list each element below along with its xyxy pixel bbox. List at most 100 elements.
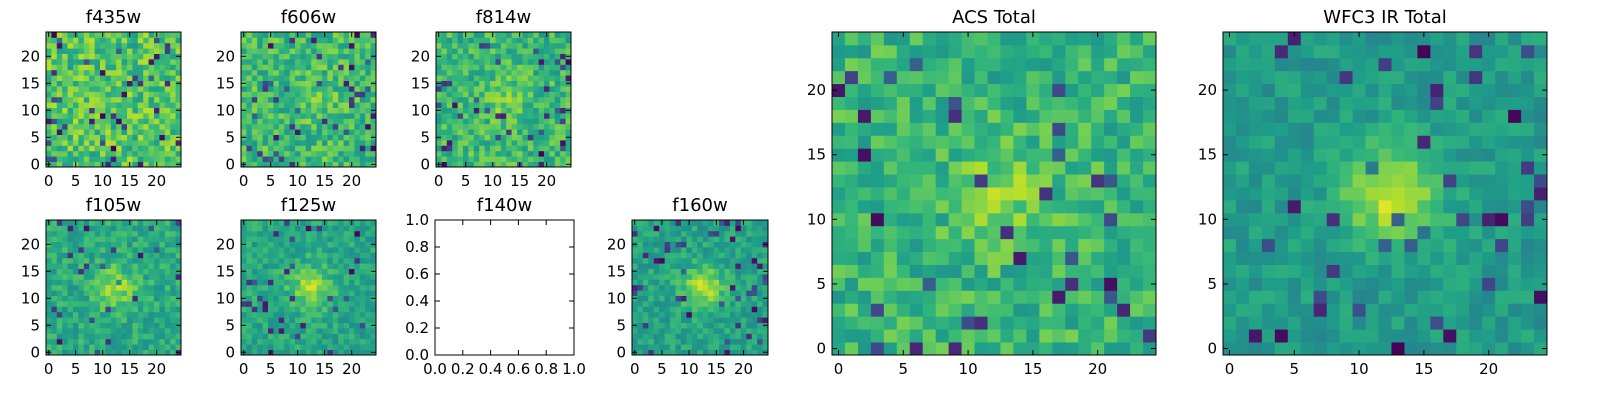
heatmap-cell xyxy=(495,96,502,103)
heatmap-cell xyxy=(137,279,144,286)
heatmap-cell xyxy=(844,251,859,265)
heatmap-cell xyxy=(935,316,950,330)
heatmap-cell xyxy=(316,75,323,81)
heatmap-cell xyxy=(713,306,720,313)
heatmap-cell xyxy=(642,295,649,302)
heatmap-cell xyxy=(354,145,361,152)
heatmap-cell xyxy=(370,333,377,340)
heatmap-cell xyxy=(148,311,155,318)
x-tick-label: 10 xyxy=(680,360,699,378)
heatmap-cell xyxy=(922,32,937,46)
heatmap-cell xyxy=(935,122,950,136)
heatmap-cell xyxy=(289,230,296,237)
heatmap-cell xyxy=(241,123,247,130)
heatmap-cell xyxy=(463,107,469,114)
heatmap-cell xyxy=(441,123,448,130)
heatmap-cell xyxy=(284,317,290,323)
heatmap-cell xyxy=(724,301,731,307)
heatmap-cell xyxy=(170,328,176,334)
heatmap-cell xyxy=(175,230,182,237)
heatmap-cell xyxy=(1339,199,1353,214)
heatmap-cell xyxy=(311,220,317,226)
heatmap-cell xyxy=(365,247,371,253)
heatmap-cell xyxy=(1078,187,1092,201)
heatmap-cell xyxy=(1378,264,1392,278)
heatmap-cell xyxy=(1313,96,1328,110)
heatmap-cell xyxy=(148,69,155,76)
heatmap-cell xyxy=(110,290,117,296)
heatmap-cell xyxy=(468,123,475,130)
heatmap-cell xyxy=(127,96,133,103)
heatmap-cell xyxy=(170,311,176,318)
heatmap-cell xyxy=(268,123,274,130)
heatmap-cell xyxy=(241,284,247,291)
heatmap-cell xyxy=(659,306,666,313)
heatmap-cell xyxy=(1143,329,1157,343)
heatmap-cell xyxy=(544,113,550,119)
heatmap-cell xyxy=(110,252,117,259)
heatmap-cell xyxy=(159,161,166,168)
heatmap-cell xyxy=(322,53,328,60)
heatmap-cell xyxy=(246,102,253,108)
heatmap-cell xyxy=(83,236,90,242)
heatmap-cell xyxy=(974,277,988,291)
heatmap-cell xyxy=(648,274,655,280)
heatmap-cell xyxy=(349,64,355,71)
heatmap-cell xyxy=(110,96,117,103)
heatmap-cell xyxy=(832,174,846,188)
heatmap-cell xyxy=(751,333,758,340)
heatmap-cell xyxy=(452,140,458,146)
heatmap-cell xyxy=(62,118,68,125)
heatmap-cell xyxy=(441,80,448,87)
heatmap-cell xyxy=(757,333,763,340)
heatmap-cell xyxy=(691,230,698,237)
heatmap-cell xyxy=(311,263,317,269)
heatmap-cell xyxy=(154,150,160,157)
heatmap-cell xyxy=(1143,316,1157,330)
heatmap-cell xyxy=(83,295,90,302)
heatmap-cell xyxy=(697,220,704,226)
heatmap-cell xyxy=(327,64,334,71)
heatmap-cell xyxy=(137,150,144,157)
heatmap-cell xyxy=(300,257,307,264)
heatmap-cell xyxy=(284,279,290,286)
heatmap-cell xyxy=(844,96,859,110)
heatmap-cell xyxy=(565,59,572,65)
heatmap-cell xyxy=(1469,225,1483,240)
y-tick-label: 0.4 xyxy=(405,292,429,310)
heatmap-cell xyxy=(67,322,74,329)
heatmap-cell xyxy=(56,140,63,146)
heatmap-cell xyxy=(1078,212,1092,227)
heatmap-cell xyxy=(527,134,534,141)
y-tick-label: 15 xyxy=(411,74,430,92)
heatmap-cell xyxy=(67,69,74,76)
heatmap-cell xyxy=(132,156,139,162)
heatmap-cell xyxy=(295,328,301,334)
heatmap-cell xyxy=(62,306,68,313)
heatmap-cell xyxy=(127,247,133,253)
heatmap-cell xyxy=(316,247,323,253)
heatmap-cell xyxy=(691,247,698,253)
heatmap-cell xyxy=(1078,135,1092,149)
heatmap-cell xyxy=(686,225,693,232)
heatmap-cell xyxy=(343,140,350,146)
heatmap-cell xyxy=(554,140,561,146)
heatmap-cell xyxy=(1456,225,1470,240)
heatmap-cell xyxy=(365,349,371,356)
heatmap-cell xyxy=(1300,251,1315,265)
heatmap-cell xyxy=(697,230,704,237)
heatmap-cell xyxy=(62,284,68,291)
heatmap-cell xyxy=(446,96,453,103)
heatmap-cell xyxy=(241,75,247,81)
heatmap-cell xyxy=(251,75,258,81)
heatmap-cell xyxy=(713,333,720,340)
heatmap-cell xyxy=(735,241,742,248)
heatmap-cell xyxy=(446,69,453,76)
heatmap-cell xyxy=(159,338,166,345)
heatmap-cell xyxy=(560,37,566,44)
heatmap-cell xyxy=(1365,303,1379,317)
heatmap-cell xyxy=(175,338,182,345)
heatmap-cell xyxy=(370,48,377,54)
heatmap-cell xyxy=(857,238,872,253)
heatmap-cell xyxy=(844,264,859,278)
